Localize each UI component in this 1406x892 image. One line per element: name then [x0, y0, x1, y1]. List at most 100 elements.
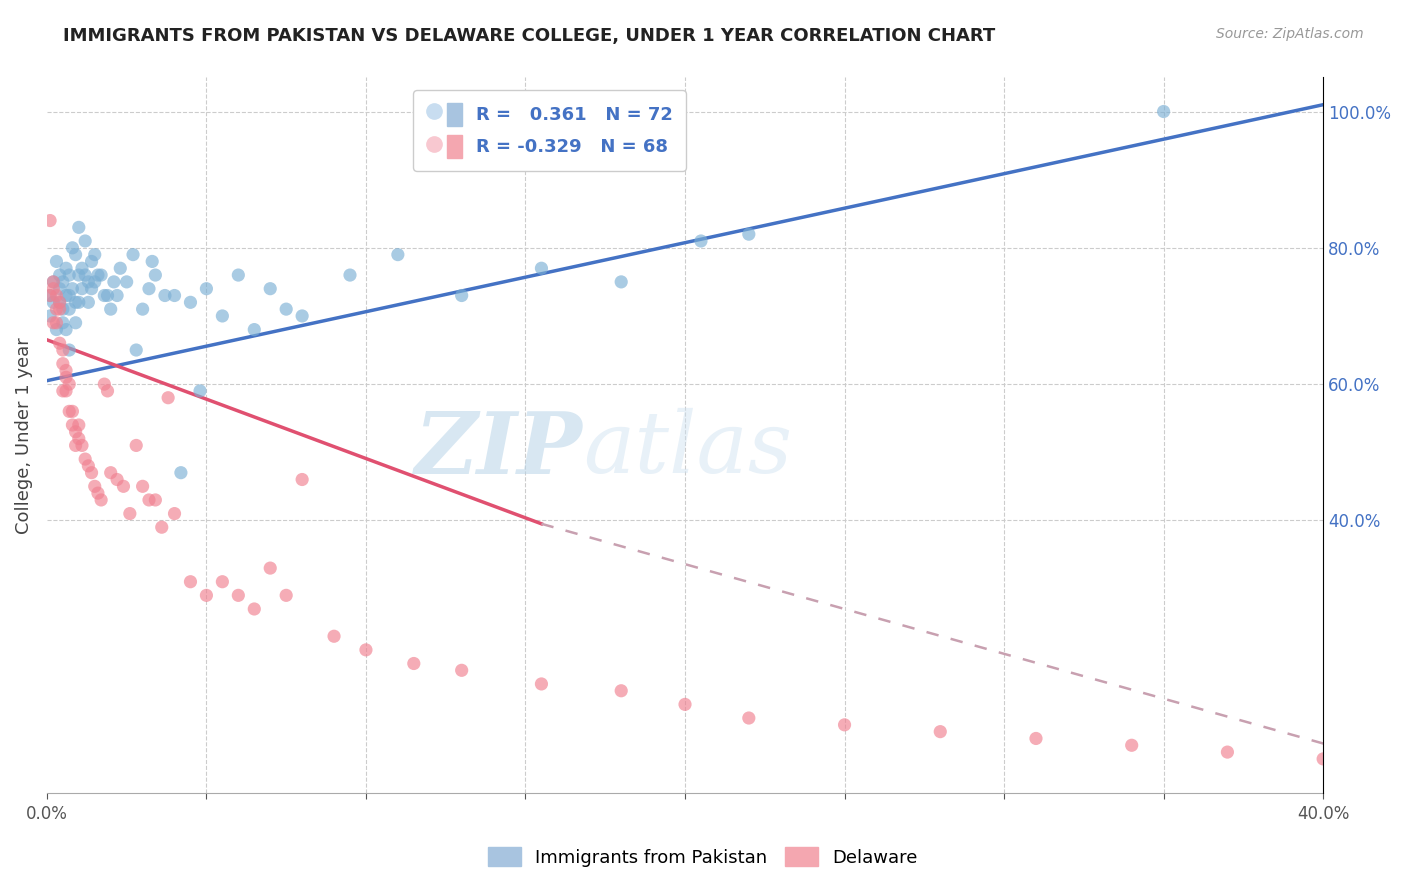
- Point: [138, 282, 160, 296]
- Point: [67, 295, 90, 310]
- Point: [96, 384, 118, 398]
- Point: [530, 261, 553, 276]
- Point: [690, 234, 713, 248]
- Point: [58, 343, 80, 357]
- Point: [55, 363, 77, 377]
- Point: [125, 343, 148, 357]
- Point: [1216, 745, 1239, 759]
- Point: [243, 322, 266, 336]
- Point: [75, 452, 97, 467]
- Point: [45, 288, 67, 302]
- Point: [291, 309, 314, 323]
- Point: [150, 520, 173, 534]
- Point: [55, 322, 77, 336]
- Point: [52, 316, 75, 330]
- Point: [65, 316, 87, 330]
- Point: [58, 377, 80, 392]
- Point: [354, 643, 377, 657]
- Point: [70, 282, 93, 296]
- Point: [105, 473, 128, 487]
- Point: [55, 384, 77, 398]
- Point: [62, 282, 84, 296]
- Point: [450, 663, 472, 677]
- Point: [80, 254, 103, 268]
- Point: [52, 357, 75, 371]
- Point: [55, 288, 77, 302]
- Point: [195, 282, 218, 296]
- Point: [259, 282, 281, 296]
- Point: [65, 247, 87, 261]
- Point: [96, 288, 118, 302]
- Point: [738, 227, 761, 242]
- Point: [100, 302, 122, 317]
- Point: [67, 432, 90, 446]
- Point: [77, 295, 100, 310]
- Point: [145, 268, 167, 282]
- Point: [291, 473, 314, 487]
- Point: [75, 234, 97, 248]
- Point: [87, 486, 110, 500]
- Point: [1153, 104, 1175, 119]
- Point: [610, 683, 633, 698]
- Point: [48, 302, 70, 317]
- Point: [179, 574, 201, 589]
- Point: [387, 247, 409, 261]
- Point: [100, 466, 122, 480]
- Legend: R =   0.361   N = 72, R = -0.329   N = 68: R = 0.361 N = 72, R = -0.329 N = 68: [413, 90, 686, 170]
- Point: [48, 282, 70, 296]
- Point: [90, 268, 112, 282]
- Point: [42, 275, 65, 289]
- Point: [228, 588, 250, 602]
- Point: [52, 384, 75, 398]
- Point: [70, 261, 93, 276]
- Point: [153, 288, 176, 302]
- Point: [58, 302, 80, 317]
- Point: [103, 275, 125, 289]
- Point: [58, 288, 80, 302]
- Point: [141, 254, 163, 268]
- Point: [83, 247, 105, 261]
- Point: [58, 404, 80, 418]
- Point: [145, 492, 167, 507]
- Point: [1025, 731, 1047, 746]
- Point: [77, 275, 100, 289]
- Point: [122, 247, 145, 261]
- Point: [42, 316, 65, 330]
- Point: [738, 711, 761, 725]
- Point: [42, 282, 65, 296]
- Point: [80, 282, 103, 296]
- Point: [115, 275, 138, 289]
- Text: atlas: atlas: [583, 409, 792, 491]
- Point: [90, 492, 112, 507]
- Point: [125, 438, 148, 452]
- Point: [276, 588, 298, 602]
- Point: [52, 343, 75, 357]
- Point: [87, 268, 110, 282]
- Point: [62, 417, 84, 432]
- Point: [93, 377, 115, 392]
- Point: [83, 479, 105, 493]
- Point: [45, 316, 67, 330]
- Point: [77, 458, 100, 473]
- Point: [170, 466, 193, 480]
- Point: [163, 507, 186, 521]
- Point: [80, 466, 103, 480]
- Point: [48, 336, 70, 351]
- Point: [673, 698, 696, 712]
- Point: [48, 268, 70, 282]
- Text: Source: ZipAtlas.com: Source: ZipAtlas.com: [1216, 27, 1364, 41]
- Point: [93, 288, 115, 302]
- Point: [67, 268, 90, 282]
- Point: [45, 302, 67, 317]
- Point: [67, 417, 90, 432]
- Point: [58, 268, 80, 282]
- Point: [55, 261, 77, 276]
- Point: [83, 275, 105, 289]
- Point: [157, 391, 180, 405]
- Point: [48, 295, 70, 310]
- Text: IMMIGRANTS FROM PAKISTAN VS DELAWARE COLLEGE, UNDER 1 YEAR CORRELATION CHART: IMMIGRANTS FROM PAKISTAN VS DELAWARE COL…: [63, 27, 995, 45]
- Point: [110, 261, 132, 276]
- Point: [188, 384, 211, 398]
- Point: [52, 302, 75, 317]
- Point: [75, 268, 97, 282]
